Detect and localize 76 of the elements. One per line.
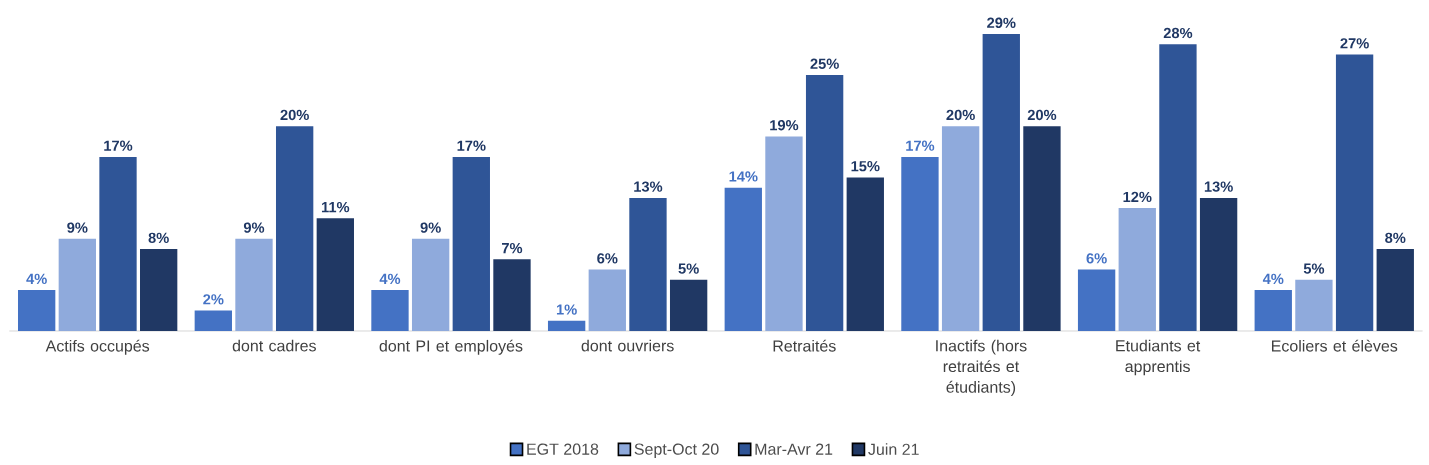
bar	[371, 290, 409, 331]
data-label: 15%	[851, 161, 880, 172]
data-label: 27%	[1340, 38, 1369, 49]
bar	[1199, 197, 1238, 331]
data-label: 13%	[634, 181, 663, 192]
data-label: 7%	[502, 242, 523, 254]
data-label: 9%	[243, 222, 265, 233]
data-label: 13%	[1204, 181, 1233, 192]
bar	[235, 238, 273, 331]
data-label: 5%	[678, 263, 699, 274]
data-label: 9%	[67, 222, 88, 233]
bar	[452, 156, 490, 331]
bar	[805, 74, 844, 331]
bar	[194, 310, 232, 331]
bar	[1118, 208, 1156, 331]
data-label: 5%	[1303, 263, 1325, 274]
bar	[724, 187, 762, 331]
data-label: 4%	[1262, 273, 1284, 284]
bar	[18, 290, 56, 331]
data-label: 8%	[1385, 232, 1406, 244]
data-label: 20%	[1027, 109, 1057, 121]
bar	[140, 249, 178, 331]
x-tick-label: Inactifs (hors retraités et étudiants)	[936, 339, 1027, 396]
bar	[411, 238, 450, 331]
data-label: 4%	[379, 273, 401, 284]
data-label: 6%	[1086, 253, 1107, 264]
bar	[99, 156, 137, 331]
bar	[493, 259, 531, 331]
bar	[1159, 44, 1197, 331]
data-label: 17%	[457, 140, 486, 151]
data-label: 11%	[321, 201, 350, 213]
data-label: 28%	[1163, 27, 1193, 39]
bar	[1254, 290, 1292, 331]
bar	[58, 238, 96, 331]
bar	[547, 320, 586, 331]
bar	[941, 126, 980, 331]
bar	[982, 34, 1020, 331]
x-tick-label: Actifs occupés	[45, 339, 150, 355]
legend-label: Juin 21	[868, 443, 919, 456]
bar	[901, 156, 939, 331]
bar	[669, 279, 708, 331]
data-label: 20%	[280, 109, 309, 121]
bar	[1295, 279, 1333, 331]
bar	[275, 126, 314, 331]
data-label: 25%	[810, 58, 839, 69]
bar	[1023, 126, 1061, 331]
data-label: 4%	[26, 273, 47, 284]
data-label: 19%	[770, 120, 799, 131]
bar	[1376, 249, 1414, 331]
x-tick-label: dont ouvriers	[581, 339, 674, 352]
bar	[1077, 269, 1116, 331]
data-label: 17%	[906, 140, 935, 151]
x-tick-label: dont cadres	[232, 339, 316, 352]
data-label: 17%	[104, 140, 133, 151]
data-label: 20%	[946, 109, 975, 121]
bar	[588, 269, 626, 331]
data-label: 12%	[1123, 191, 1152, 203]
data-label: 8%	[148, 232, 169, 244]
legend-label: Mar-Avr 21	[755, 443, 833, 455]
data-label: 2%	[203, 294, 224, 305]
bar	[1335, 54, 1374, 331]
bar	[629, 197, 667, 331]
x-tick-label: Ecoliers et élèves	[1272, 339, 1398, 352]
bar	[765, 136, 803, 331]
x-tick-label: dont PI et employés	[379, 339, 523, 355]
bar	[846, 177, 884, 331]
data-label: 1%	[556, 304, 577, 315]
data-label: 9%	[420, 222, 441, 233]
bar	[316, 218, 354, 331]
legend-label: EGT 2018	[527, 443, 599, 455]
data-label: 6%	[597, 253, 618, 264]
data-label: 14%	[729, 171, 758, 182]
legend-label: Sept-Oct 20	[634, 443, 719, 458]
x-tick-label: Retraités	[773, 339, 836, 352]
x-tick-label: Etudiants et apprentis	[1116, 339, 1201, 376]
data-label: 29%	[987, 17, 1016, 28]
